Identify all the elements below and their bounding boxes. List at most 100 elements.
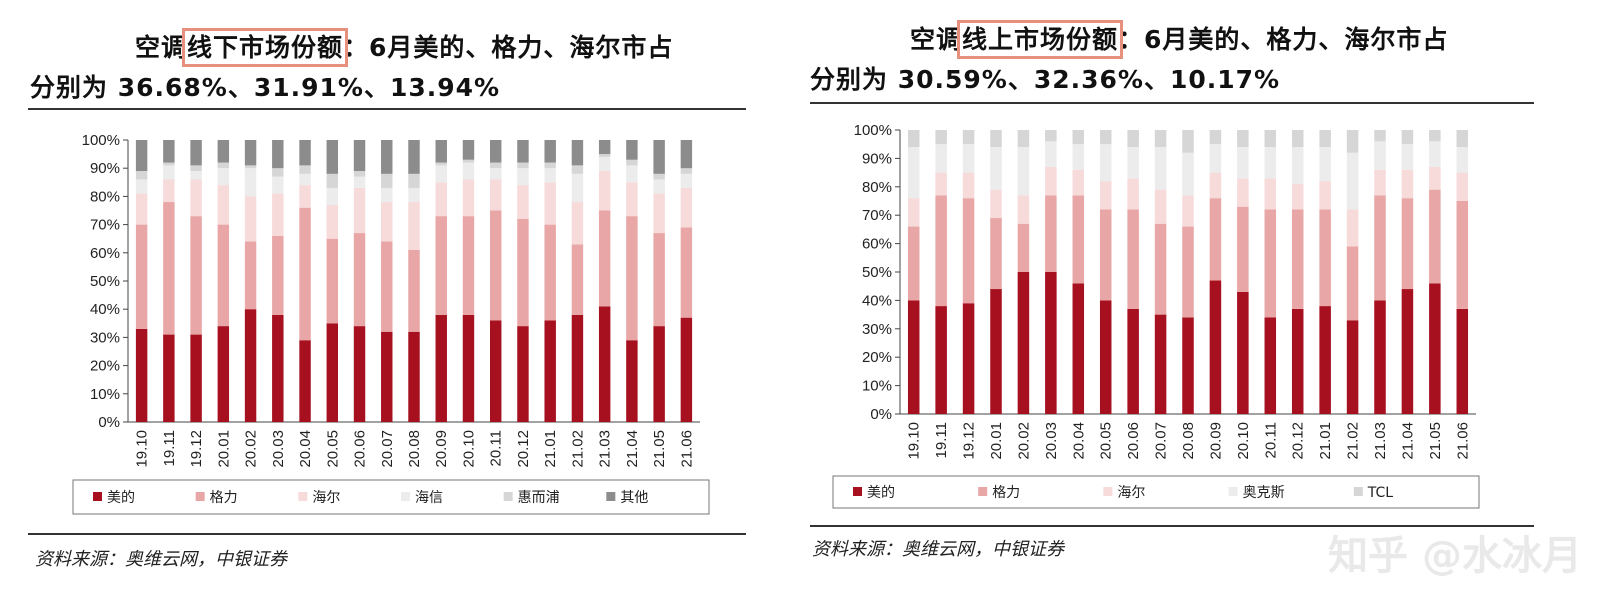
offline-category-label: 19.11 — [161, 430, 178, 466]
online-bar-segment — [907, 130, 920, 148]
online-bar-segment — [962, 144, 975, 173]
offline-bar-segment — [326, 140, 339, 174]
offline-legend-label: 格力 — [210, 490, 238, 506]
offline-bar-segment — [517, 168, 529, 186]
online-category-label: 20.06 — [1125, 422, 1142, 460]
offline-bar-segment — [163, 202, 175, 335]
online-ytick-label: 50% — [862, 264, 892, 281]
offline-category-label: 21.01 — [542, 430, 559, 468]
offline-legend-label: 惠而浦 — [518, 490, 560, 506]
online-bar-segment — [1429, 189, 1441, 284]
offline-bar-segment — [299, 185, 311, 208]
online-bar-segment — [1045, 166, 1057, 196]
offline-bar-segment — [435, 216, 447, 315]
offline-bar-segment — [653, 233, 665, 327]
online-bar-segment — [1346, 130, 1359, 153]
online-category-label: 21.03 — [1372, 422, 1389, 460]
online-bar-segment — [1319, 130, 1331, 148]
offline-bar-segment — [598, 306, 611, 422]
offline-source-rule — [28, 533, 746, 535]
online-bar-segment — [1401, 289, 1414, 414]
offline-bar-segment — [626, 182, 638, 217]
online-bar-segment — [1264, 317, 1277, 414]
offline-bar-segment — [353, 233, 366, 327]
online-bar-segment — [1319, 147, 1331, 182]
offline-bar-segment — [135, 328, 148, 422]
offline-category-label: 19.10 — [134, 430, 151, 468]
offline-title-line1: 空调线下市场份额：6月美的、格力、海尔市占 — [135, 28, 673, 68]
online-legend-label: TCL — [1367, 485, 1394, 501]
offline-bar-segment — [462, 140, 475, 160]
offline-bar-segment — [353, 187, 366, 234]
offline-bar-segment — [381, 202, 393, 242]
offline-bar-segment — [626, 165, 638, 183]
offline-bar-segment — [571, 202, 584, 245]
online-share-chart: 0% 10% 20% 30% 40% 50% 60% 70% 80% 90% 100% 19.10 19… — [832, 122, 1480, 509]
offline-bar-segment — [244, 168, 257, 197]
online-bar-segment — [1401, 144, 1414, 170]
online-bar-segment — [1456, 130, 1469, 148]
online-legend — [832, 475, 1480, 509]
offline-bar-segment — [571, 173, 584, 203]
online-source-rule — [810, 525, 1534, 527]
offline-bar-segment — [408, 202, 420, 250]
online-category-label: 21.05 — [1427, 422, 1444, 460]
offline-bar-segment — [680, 168, 693, 174]
online-category-label: 20.04 — [1070, 422, 1087, 460]
offline-bar-segment — [353, 326, 366, 422]
online-title-highlight: 线上市场份额 — [957, 20, 1124, 59]
online-bar-segment — [962, 130, 975, 145]
offline-bar-segment — [326, 204, 339, 239]
offline-bar-segment — [653, 179, 665, 194]
online-category-label: 20.08 — [1180, 422, 1197, 460]
offline-bar-segment — [299, 140, 311, 166]
offline-bar-segment — [462, 159, 475, 163]
offline-bar-segment — [408, 140, 420, 174]
online-category-label: 19.12 — [961, 422, 978, 460]
offline-bar-segment — [408, 187, 420, 203]
offline-bar-segment — [517, 162, 529, 169]
offline-legend-label: 其他 — [620, 490, 648, 506]
online-bar-segment — [907, 147, 920, 199]
offline-bar-segment — [435, 165, 447, 183]
offline-bar-segment — [244, 165, 257, 169]
offline-legend-swatch — [195, 492, 205, 501]
online-bar-segment — [1182, 226, 1194, 318]
offline-bar-segment — [244, 196, 257, 242]
online-bar-segment — [1319, 181, 1331, 210]
online-legend-label: 海尔 — [1117, 485, 1145, 501]
online-ytick-label: 0% — [870, 406, 892, 423]
online-bar-segment — [1045, 141, 1057, 167]
offline-bar-segment — [190, 216, 202, 335]
online-bar-segment — [1346, 246, 1359, 321]
offline-bar-segment — [326, 187, 339, 205]
online-legend-swatch — [978, 487, 988, 496]
online-bar-segment — [907, 226, 920, 301]
online-bar-segment — [1401, 169, 1414, 199]
offline-bar-segment — [489, 210, 502, 321]
online-bar-segment — [1017, 195, 1030, 224]
online-category-label: 19.11 — [933, 422, 950, 458]
online-bar-segment — [1099, 209, 1112, 301]
offline-category-label: 20.07 — [379, 430, 396, 468]
online-bar-segment — [990, 130, 1002, 148]
offline-legend-label: 美的 — [107, 490, 135, 506]
offline-bar-segment — [435, 314, 447, 422]
online-legend-label: 格力 — [992, 485, 1020, 501]
offline-category-label: 21.02 — [569, 430, 586, 468]
offline-bar-segment — [299, 165, 311, 174]
online-bar-segment — [1209, 130, 1222, 145]
online-category-label: 20.05 — [1098, 422, 1115, 460]
offline-bar-segment — [462, 179, 475, 217]
offline-bar-segment — [517, 140, 529, 163]
offline-bar-segment — [435, 140, 447, 163]
offline-bar-segment — [517, 185, 529, 219]
online-bar-segment — [1264, 147, 1277, 179]
offline-bar-segment — [299, 340, 311, 422]
online-bar-segment — [1291, 183, 1304, 210]
offline-bar-segment — [680, 317, 693, 422]
online-bar-segment — [935, 306, 947, 414]
offline-bar-segment — [163, 162, 175, 166]
offline-bar-segment — [244, 241, 257, 310]
offline-bar-segment — [163, 334, 175, 422]
